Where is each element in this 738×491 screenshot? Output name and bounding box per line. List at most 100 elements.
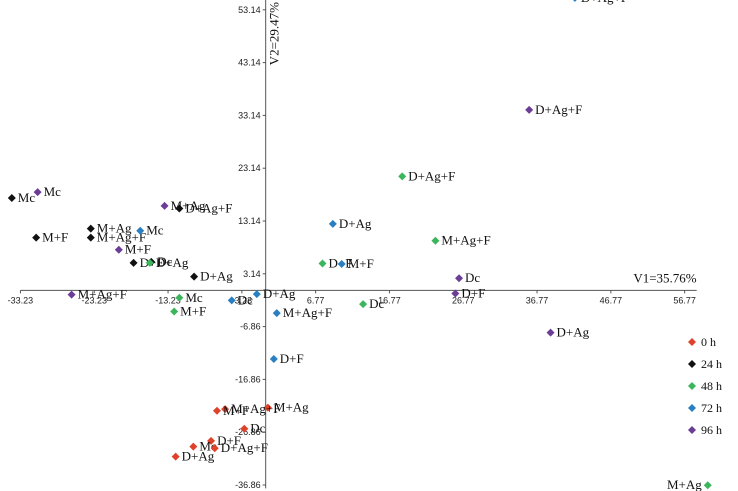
data-point: [7, 193, 16, 202]
legend: 0 h 24 h 48 h 72 h 96 h: [688, 335, 722, 437]
y-tick-label: 53.14: [238, 5, 261, 15]
legend-marker: [688, 426, 696, 434]
point-label: D+Ag: [263, 286, 296, 301]
data-point: [160, 201, 169, 210]
legend-marker: [688, 382, 696, 390]
point-label: D+Ag+F: [221, 440, 268, 455]
legend-label: 0 h: [701, 335, 716, 349]
point-label: Dc: [465, 270, 480, 285]
point-label: D+Ag+F: [185, 201, 232, 216]
x-axis-title: V1=35.76%: [633, 270, 696, 285]
point-label: D+Ag: [200, 269, 233, 284]
point-label: M+F: [42, 230, 68, 245]
data-point: [431, 236, 440, 245]
point-label: M+Ag+F: [283, 305, 332, 320]
data-point: [272, 309, 281, 318]
point-label: Dc: [369, 296, 384, 311]
data-point: [175, 204, 184, 213]
x-tick-label: -23.23: [81, 295, 107, 305]
x-tick-label: 6.77: [307, 295, 325, 305]
data-point: [525, 105, 534, 114]
legend-marker: [688, 360, 696, 368]
point-label: Mc: [18, 190, 36, 205]
y-tick-label: -36.86: [235, 480, 261, 490]
point-label: M+Ag+F: [231, 401, 280, 416]
point-label: M+Ag+F: [97, 230, 146, 245]
data-point: [252, 290, 261, 299]
point-label: M+Ag+F: [78, 287, 127, 302]
data-point: [359, 300, 368, 309]
y-tick-label: -26.86: [235, 427, 261, 437]
point-label: D+Ag: [156, 255, 189, 270]
data-point: [703, 481, 712, 490]
point-label: M+Ag+F: [441, 233, 490, 248]
data-point: [32, 233, 41, 242]
x-tick-label: -3.23: [232, 295, 253, 305]
y-tick-label: -6.86: [240, 322, 261, 332]
data-point: [455, 274, 464, 283]
data-point: [86, 233, 95, 242]
x-tick-label: 56.77: [673, 295, 696, 305]
x-tick-label: 36.77: [526, 295, 549, 305]
data-point: [263, 403, 272, 412]
point-label: Mc: [44, 184, 62, 199]
data-point: [328, 219, 337, 228]
legend-label: 72 h: [701, 401, 722, 415]
point-label: D+F: [217, 433, 241, 448]
point-label: Mc: [146, 223, 164, 238]
point-label: D+Ag: [557, 325, 590, 340]
y-axis-ticks: 53.14 43.14 33.14 23.14 13.14 3.14 -6.86 -16.86…: [235, 5, 266, 490]
point-label: D+Ag+F: [581, 0, 628, 5]
point-label: M+Ag: [171, 198, 206, 213]
point-label: Dc: [238, 292, 253, 307]
point-label: M+Ag: [274, 400, 309, 415]
data-point: [212, 406, 221, 415]
point-label: D+F: [280, 351, 304, 366]
data-point: [207, 436, 216, 445]
data-point: [170, 307, 179, 316]
data-point: [145, 258, 154, 267]
x-tick-label: 46.77: [600, 295, 623, 305]
x-tick-label: -13.23: [155, 295, 181, 305]
data-point: [240, 424, 249, 433]
point-label: D+Ag: [339, 216, 372, 231]
point-label: M+Ag: [667, 477, 702, 491]
point-label: Dc: [250, 421, 265, 436]
data-point: [86, 224, 95, 233]
data-point: [136, 226, 145, 235]
y-tick-label: 3.14: [243, 269, 261, 279]
data-point: [269, 355, 278, 364]
point-label: M+F: [223, 403, 249, 418]
y-axis-title: V2=29.47%: [267, 2, 282, 65]
data-point: [171, 452, 180, 461]
data-point: [398, 172, 407, 181]
data-point: [221, 405, 230, 414]
legend-label: 24 h: [701, 357, 722, 371]
point-label: D+Ag+F: [535, 102, 582, 117]
point-label: M+Ag: [97, 221, 132, 236]
point-label: M+F: [180, 303, 206, 318]
point-label: D+F: [461, 286, 485, 301]
data-point: [337, 259, 346, 268]
data-point: [190, 272, 199, 281]
point-label: Dc: [157, 254, 172, 269]
data-point: [175, 293, 184, 302]
legend-label: 48 h: [701, 379, 722, 393]
data-point: [67, 290, 76, 299]
point-label: M+F: [348, 256, 374, 271]
x-axis-ticks: -33.23 -23.23 -13.23 -3.23 6.77 16.77 26.77 36.…: [8, 290, 696, 305]
x-tick-label: 26.77: [452, 295, 475, 305]
point-label: D+Ag: [182, 449, 215, 464]
data-point: [33, 188, 42, 197]
x-tick-label: -33.23: [8, 295, 34, 305]
y-tick-label: 33.14: [238, 110, 261, 120]
point-label: D+Ag+F: [408, 168, 455, 183]
y-tick-label: 23.14: [238, 163, 261, 173]
data-point: [227, 296, 236, 305]
data-point: [114, 245, 123, 254]
y-tick-label: 43.14: [238, 58, 261, 68]
data-point: [210, 444, 219, 453]
point-label: Mc: [185, 290, 203, 305]
